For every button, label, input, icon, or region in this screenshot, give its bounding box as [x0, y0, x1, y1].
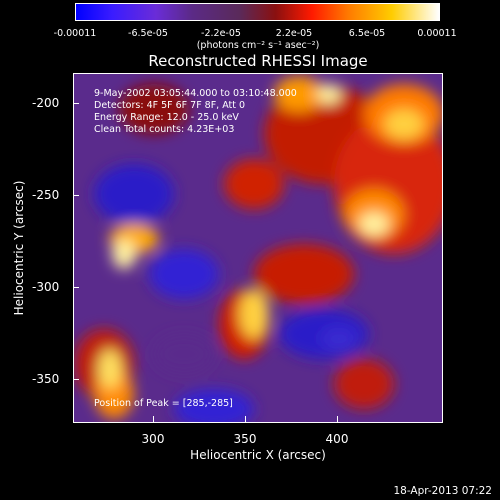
y-tick-mark	[73, 195, 79, 196]
colorbar-tick: -0.00011	[53, 28, 97, 39]
energy-range: Energy Range: 12.0 - 25.0 keV	[94, 112, 239, 123]
colorbar-tick: 0.00011	[417, 28, 457, 39]
detectors-info: Detectors: 4F 5F 6F 7F 8F, Att 0	[94, 100, 246, 111]
colorbar	[75, 3, 440, 21]
x-tick-label: 400	[325, 432, 349, 446]
y-tick-label: -250	[32, 188, 60, 202]
x-tick-mark	[245, 416, 246, 422]
image-panel	[73, 73, 443, 423]
observation-time: 9-May-2002 03:05:44.000 to 03:10:48.000	[94, 88, 297, 99]
x-tick-mark	[337, 416, 338, 422]
peak-position: Position of Peak = [285,-285]	[94, 398, 233, 409]
reconstructed-image	[74, 74, 442, 422]
y-tick-label: -300	[32, 280, 60, 294]
y-tick-mark	[73, 103, 79, 104]
y-axis-label: Heliocentric Y (arcsec)	[12, 180, 26, 316]
y-tick-label: -200	[32, 96, 60, 110]
colorbar-tick: -6.5e-05	[128, 28, 168, 39]
x-tick-label: 300	[141, 432, 165, 446]
y-tick-label: -350	[32, 372, 60, 386]
plot-title: Reconstructed RHESSI Image	[148, 52, 368, 70]
x-axis-label: Heliocentric X (arcsec)	[190, 448, 326, 462]
colorbar-tick: -2.2e-05	[201, 28, 241, 39]
colorbar-units: (photons cm⁻² s⁻¹ asec⁻²)	[196, 40, 320, 51]
clean-info: Clean Total counts: 4.23E+03	[94, 124, 235, 135]
colorbar-tick: 6.5e-05	[348, 28, 386, 39]
x-tick-label: 350	[233, 432, 257, 446]
colorbar-tick: 2.2e-05	[275, 28, 313, 39]
x-tick-mark	[153, 416, 154, 422]
timestamp: 18-Apr-2013 07:22	[393, 485, 492, 497]
y-tick-mark	[73, 287, 79, 288]
y-tick-mark	[73, 379, 79, 380]
